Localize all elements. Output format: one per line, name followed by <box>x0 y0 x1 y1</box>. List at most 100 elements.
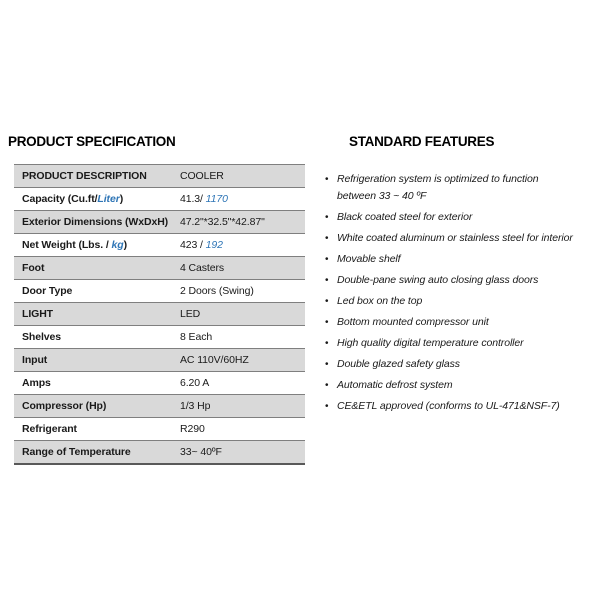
feature-text: Double glazed safety glass <box>337 358 460 370</box>
spec-label: PRODUCT DESCRIPTION <box>14 165 180 188</box>
spec-value: 423 / 192 <box>180 234 305 257</box>
text-segment: 2 Doors (Swing) <box>180 285 254 297</box>
text-segment: PRODUCT DESCRIPTION <box>22 170 147 182</box>
feature-item: • High quality digital temperature contro… <box>325 335 597 352</box>
accent-text-segment: Liter <box>97 193 120 205</box>
text-segment: Foot <box>22 262 45 274</box>
spec-label: Compressor (Hp) <box>14 395 180 418</box>
product-spec-table: PRODUCT DESCRIPTION COOLER Capacity (Cu.ft… <box>14 164 305 465</box>
feature-text: Movable shelf <box>337 253 401 265</box>
text-segment: 33~ 40ºF <box>180 445 222 458</box>
feature-text: High quality digital temperature control… <box>337 337 524 349</box>
bullet-icon: • <box>325 233 329 244</box>
spec-table-row: Refrigerant R290 <box>14 417 305 441</box>
spec-table-row: Compressor (Hp) 1/3 Hp <box>14 394 305 418</box>
text-segment: 1/3 Hp <box>180 400 211 412</box>
spec-label: Input <box>14 349 180 372</box>
feature-text: Double-pane swing auto closing glass doo… <box>337 274 539 286</box>
bullet-icon: • <box>325 254 329 265</box>
spec-label: Foot <box>14 257 180 280</box>
spec-label: Capacity (Cu.ft/Liter) <box>14 188 180 211</box>
product-specification-title: PRODUCT SPECIFICATION <box>8 134 176 149</box>
feature-text: CE&ETL approved (conforms to UL-471&NSF-… <box>337 400 560 412</box>
text-segment: AC 110V/60HZ <box>180 354 249 366</box>
spec-value: 4 Casters <box>180 257 305 280</box>
text-segment: 423 / <box>180 239 206 251</box>
spec-value: 47.2"*32.5"*42.87" <box>180 211 305 234</box>
feature-text: Automatic defrost system <box>337 379 453 391</box>
spec-table-row: Door Type 2 Doors (Swing) <box>14 279 305 303</box>
text-segment: 8 Each <box>180 331 213 343</box>
text-segment: 4 Casters <box>180 262 225 274</box>
feature-item: • Black coated steel for exterior <box>325 209 597 226</box>
spec-table-row: Amps 6.20 A <box>14 371 305 395</box>
accent-text-segment: 1170 <box>205 193 228 205</box>
bullet-icon: • <box>325 174 329 185</box>
spec-value: 2 Doors (Swing) <box>180 280 305 303</box>
feature-item: • Bottom mounted compressor unit <box>325 314 597 331</box>
spec-label: Door Type <box>14 280 180 303</box>
text-segment: 41.3/ <box>180 193 206 205</box>
spec-label: LIGHT <box>14 303 180 326</box>
feature-item: • Refrigeration system is optimized to fu… <box>325 171 597 205</box>
spec-table-row: Net Weight (Lbs. / kg) 423 / 192 <box>14 233 305 257</box>
spec-label: Shelves <box>14 326 180 349</box>
text-segment: Exterior Dimensions (WxDxH) <box>22 216 169 228</box>
feature-item: • CE&ETL approved (conforms to UL-471&NSF… <box>325 398 597 415</box>
text-segment: Door Type <box>22 285 73 297</box>
bullet-icon: • <box>325 401 329 412</box>
bullet-icon: • <box>325 317 329 328</box>
spec-table-row: Capacity (Cu.ft/Liter) 41.3/ 1170 <box>14 187 305 211</box>
spec-value: 41.3/ 1170 <box>180 188 305 211</box>
text-segment: LED <box>180 308 201 320</box>
features-list: • Refrigeration system is optimized to fu… <box>325 171 597 419</box>
spec-table-row: PRODUCT DESCRIPTION COOLER <box>14 164 305 188</box>
spec-value: COOLER <box>180 165 305 188</box>
spec-label: Range of Temperature <box>14 441 180 464</box>
feature-item: • Automatic defrost system <box>325 377 597 394</box>
feature-text: Black coated steel for exterior <box>337 211 473 223</box>
bullet-icon: • <box>325 338 329 349</box>
spec-table-row: Foot 4 Casters <box>14 256 305 280</box>
feature-text: Refrigeration system is optimized to fun… <box>337 173 539 202</box>
spec-value: 8 Each <box>180 326 305 349</box>
spec-table-row: Shelves 8 Each <box>14 325 305 349</box>
text-segment: Net Weight (Lbs. / <box>22 239 112 251</box>
accent-text-segment: 192 <box>205 239 223 251</box>
feature-text: Led box on the top <box>337 295 423 307</box>
text-segment: R290 <box>180 423 205 435</box>
bullet-icon: • <box>325 380 329 391</box>
spec-table-body: PRODUCT DESCRIPTION COOLER Capacity (Cu.ft… <box>14 164 305 464</box>
spec-label: Refrigerant <box>14 418 180 441</box>
spec-value: LED <box>180 303 305 326</box>
feature-item: • Double-pane swing auto closing glass do… <box>325 272 597 289</box>
spec-table-row: Input AC 110V/60HZ <box>14 348 305 372</box>
feature-item: • Double glazed safety glass <box>325 356 597 373</box>
text-segment: Amps <box>22 377 51 389</box>
feature-item: • Led box on the top <box>325 293 597 310</box>
spec-value: 6.20 A <box>180 372 305 395</box>
text-segment: ) <box>119 193 124 205</box>
spec-label: Net Weight (Lbs. / kg) <box>14 234 180 257</box>
text-segment: Capacity (Cu.ft/ <box>22 193 98 205</box>
text-segment: Compressor (Hp) <box>22 400 107 412</box>
text-segment: Shelves <box>22 331 61 343</box>
text-segment: Refrigerant <box>22 423 77 435</box>
spec-table-row: Range of Temperature 33~ 40ºF <box>14 440 305 464</box>
feature-item: • White coated aluminum or stainless stee… <box>325 230 597 247</box>
spec-label: Exterior Dimensions (WxDxH) <box>14 211 180 234</box>
spec-value: 33~ 40ºF <box>180 441 305 464</box>
feature-text: Bottom mounted compressor unit <box>337 316 489 328</box>
spec-value: 1/3 Hp <box>180 395 305 418</box>
bullet-icon: • <box>325 296 329 307</box>
text-segment: LIGHT <box>22 308 53 320</box>
feature-text: White coated aluminum or stainless steel… <box>337 232 573 244</box>
text-segment: COOLER <box>180 170 224 182</box>
bullet-icon: • <box>325 275 329 286</box>
text-segment: ) <box>123 239 128 251</box>
bullet-icon: • <box>325 212 329 223</box>
bullet-icon: • <box>325 359 329 370</box>
text-segment: Range of Temperature <box>22 445 131 458</box>
spec-table-row: LIGHT LED <box>14 302 305 326</box>
